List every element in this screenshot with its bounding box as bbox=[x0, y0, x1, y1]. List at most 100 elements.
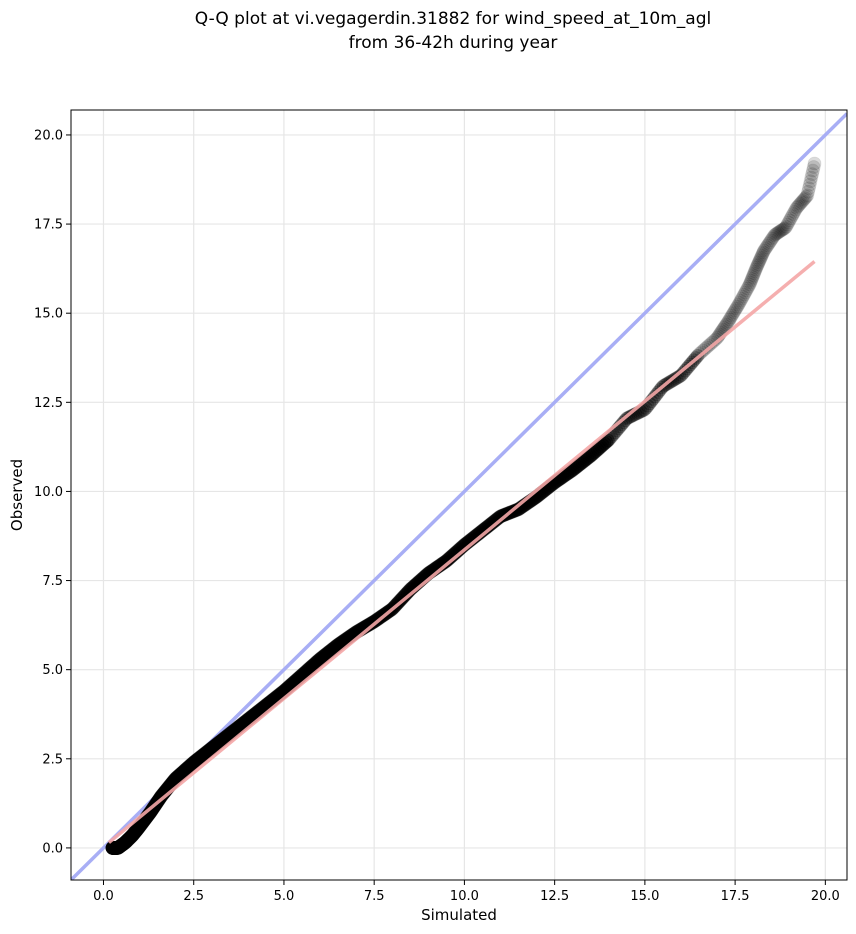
x-tick-label: 12.5 bbox=[540, 889, 569, 904]
y-tick-label: 0.0 bbox=[42, 841, 63, 856]
qq-point bbox=[765, 231, 780, 246]
qq-point bbox=[731, 297, 746, 312]
qq-point bbox=[754, 250, 768, 265]
qq-point bbox=[766, 230, 781, 244]
qq-point bbox=[618, 413, 633, 428]
qq-point bbox=[785, 209, 799, 224]
qq-point bbox=[729, 301, 744, 316]
x-tick-label: 17.5 bbox=[721, 889, 750, 904]
qq-point bbox=[771, 225, 785, 240]
qq-point bbox=[724, 308, 739, 323]
qq-point bbox=[772, 225, 787, 239]
y-tick-label: 7.5 bbox=[42, 574, 63, 589]
chart-title-line2: from 36-42h during year bbox=[349, 33, 558, 53]
qq-point bbox=[780, 217, 795, 232]
qq-point bbox=[601, 433, 615, 448]
qq-point bbox=[749, 260, 764, 275]
x-tick-label: 20.0 bbox=[811, 889, 840, 904]
fit-line-group bbox=[107, 260, 816, 844]
y-axis-label: Observed bbox=[8, 459, 26, 531]
x-axis-ticks: 0.0 2.5 5.0 7.5 10.0 12.5 15.0 17.5 20.0 bbox=[93, 880, 840, 904]
qq-point bbox=[794, 195, 809, 210]
y-tick-label: 17.5 bbox=[34, 218, 63, 233]
qq-point bbox=[798, 191, 812, 206]
qq-point bbox=[806, 160, 821, 174]
qq-point bbox=[761, 236, 776, 251]
x-tick-label: 5.0 bbox=[274, 889, 295, 904]
qq-point bbox=[775, 222, 790, 237]
qq-point bbox=[720, 316, 735, 330]
qq-point bbox=[757, 243, 771, 258]
qq-point bbox=[779, 219, 794, 234]
qq-point bbox=[734, 291, 749, 306]
qq-point bbox=[762, 235, 777, 250]
qq-point bbox=[807, 156, 822, 171]
x-axis-label: Simulated bbox=[421, 906, 497, 924]
qq-point bbox=[727, 305, 741, 320]
qq-point bbox=[800, 188, 815, 203]
qq-point bbox=[723, 310, 738, 325]
qq-point bbox=[804, 170, 819, 185]
qq-point bbox=[805, 167, 820, 182]
qq-point bbox=[768, 227, 783, 242]
y-tick-label: 2.5 bbox=[42, 752, 63, 767]
qq-point bbox=[739, 283, 754, 298]
qq-point bbox=[736, 289, 750, 304]
qq-point bbox=[756, 245, 771, 260]
qq-point bbox=[722, 312, 737, 327]
qq-point bbox=[669, 371, 683, 386]
y-axis-ticks: 0.0 2.5 5.0 7.5 10.0 12.5 15.0 17.5 20.0 bbox=[34, 128, 71, 856]
qq-point bbox=[748, 262, 763, 277]
y-tick-label: 10.0 bbox=[34, 485, 63, 500]
qq-point bbox=[801, 184, 816, 199]
x-tick-label: 7.5 bbox=[364, 889, 385, 904]
qq-point bbox=[754, 248, 769, 263]
chart-title-line1: Q-Q plot at vi.vegagerdin.31882 for wind… bbox=[195, 9, 711, 29]
qq-point bbox=[783, 211, 798, 226]
qq-point bbox=[751, 257, 765, 272]
qq-point bbox=[789, 200, 804, 215]
y-tick-label: 20.0 bbox=[34, 128, 63, 143]
qq-point bbox=[750, 259, 765, 273]
qq-point bbox=[743, 275, 758, 290]
qq-point bbox=[793, 196, 808, 211]
qq-point bbox=[733, 293, 748, 308]
qq-point bbox=[758, 242, 773, 256]
qq-point bbox=[795, 194, 810, 208]
qq-point bbox=[773, 224, 788, 239]
qq-point bbox=[781, 215, 796, 230]
qq-point bbox=[759, 240, 774, 255]
qq-point bbox=[746, 268, 761, 283]
qq-point bbox=[764, 233, 778, 248]
qq-point bbox=[744, 272, 759, 286]
x-tick-label: 2.5 bbox=[183, 889, 204, 904]
qq-point bbox=[701, 338, 716, 353]
qq-point bbox=[776, 221, 791, 236]
qq-point bbox=[790, 199, 805, 214]
qq-point bbox=[721, 314, 736, 329]
qq-point bbox=[649, 387, 664, 402]
qq-point bbox=[752, 253, 767, 268]
qq-point bbox=[774, 223, 789, 238]
qq-point bbox=[806, 163, 820, 178]
qq-point bbox=[786, 207, 801, 221]
qq-point bbox=[732, 295, 747, 310]
qq-point bbox=[769, 226, 784, 241]
qq-point bbox=[747, 266, 762, 281]
qq-point bbox=[740, 281, 755, 296]
qq-point bbox=[782, 213, 797, 228]
qq-point bbox=[792, 198, 806, 212]
qq-point bbox=[737, 287, 751, 302]
qq-point bbox=[799, 189, 814, 204]
qq-point bbox=[745, 270, 760, 284]
x-tick-label: 15.0 bbox=[630, 889, 659, 904]
qq-point bbox=[767, 228, 782, 243]
qq-point bbox=[699, 340, 714, 355]
qq-point bbox=[778, 221, 792, 235]
qq-point bbox=[787, 204, 802, 219]
qq-point bbox=[755, 247, 770, 261]
qq-point bbox=[751, 255, 766, 270]
plot-frame bbox=[70, 109, 848, 881]
qq-point bbox=[742, 277, 757, 292]
